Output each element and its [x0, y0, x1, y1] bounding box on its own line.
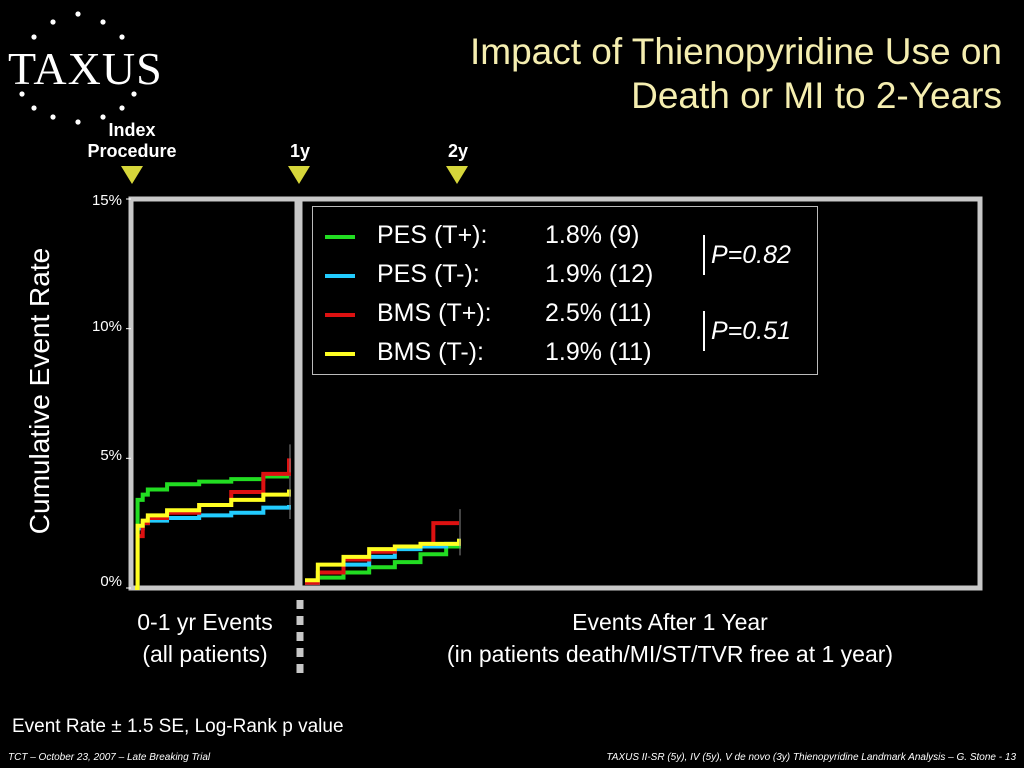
y-tick-0: 0% [100, 573, 122, 590]
marker-index-label: Index Procedure [72, 120, 192, 162]
legend-name: PES (T+): [377, 221, 488, 249]
series-line-pes-t [135, 474, 289, 590]
logo-text: TAXUS [8, 43, 163, 94]
p-value-pes: P=0.82 [711, 241, 791, 269]
series-line-bms-t [135, 489, 291, 590]
legend-name: PES (T-): [377, 260, 480, 288]
label-after-1yr-line2: (in patients death/MI/ST/TVR free at 1 y… [446, 641, 894, 667]
legend-value: 1.9% (11) [545, 338, 652, 366]
legend-value: 1.8% (9) [545, 221, 640, 249]
footer-right: TAXUS II-SR (5y), IV (5y), V de novo (3y… [606, 752, 1016, 763]
marker-2y-triangle [446, 166, 468, 184]
legend-swatch-pes-tm [325, 274, 355, 278]
footer-left: TCT – October 23, 2007 – Late Breaking T… [8, 752, 211, 763]
label-after-1yr: Events After 1 Year (in patients death/M… [330, 606, 1010, 670]
legend-box: PES (T+): 1.8% (9) PES (T-): 1.9% (12) B… [312, 206, 818, 375]
series-line-pes-t [305, 541, 461, 585]
legend-row-pes-tm: PES (T-): 1.9% (12) [313, 256, 713, 296]
marker-1y-triangle [288, 166, 310, 184]
legend-swatch-pes-tp [325, 235, 355, 239]
marker-index-line2: Procedure [87, 141, 177, 161]
title-line-2: Death or MI to 2-Years [631, 75, 1002, 116]
chart-frame-right [297, 196, 983, 591]
marker-2y-label: 2y [447, 141, 469, 161]
marker-index-triangle [121, 166, 143, 184]
label-0-1yr-line1: 0-1 yr Events [137, 609, 273, 635]
legend-name: BMS (T-): [377, 338, 484, 366]
slide-title: Impact of Thienopyridine Use on Death or… [302, 30, 1002, 118]
legend-swatch-bms-tp [325, 313, 355, 317]
label-0-1yr-line2: (all patients) [142, 641, 268, 667]
legend-swatch-bms-tm [325, 352, 355, 356]
y-tick-10: 10% [91, 318, 122, 335]
legend-name: BMS (T+): [377, 299, 492, 327]
p-bracket-2 [703, 311, 705, 351]
label-0-1yr: 0-1 yr Events (all patients) [90, 606, 320, 670]
p-bracket-1 [703, 235, 705, 275]
legend-row-bms-tp: BMS (T+): 2.5% (11) [313, 295, 713, 335]
title-line-1: Impact of Thienopyridine Use on [469, 31, 1002, 72]
logo-dots-icon [19, 11, 137, 125]
label-after-1yr-line1: Events After 1 Year [572, 609, 768, 635]
legend-row-pes-tp: PES (T+): 1.8% (9) [313, 217, 713, 257]
p-value-bms: P=0.51 [711, 317, 791, 345]
series-line-bms-t [305, 538, 461, 583]
legend-value: 1.9% (12) [545, 260, 654, 288]
y-tick-15: 15% [91, 192, 122, 209]
marker-index-line1: Index [108, 120, 156, 140]
chart-frame-left [128, 196, 300, 591]
legend-row-bms-tm: BMS (T-): 1.9% (11) [313, 334, 713, 374]
marker-1y-label: 1y [289, 141, 311, 161]
legend-value: 2.5% (11) [545, 299, 652, 327]
y-tick-5: 5% [100, 447, 122, 464]
footnote: Event Rate ± 1.5 SE, Log-Rank p value [12, 716, 344, 737]
taxus-logo: TAXUS [0, 0, 163, 130]
